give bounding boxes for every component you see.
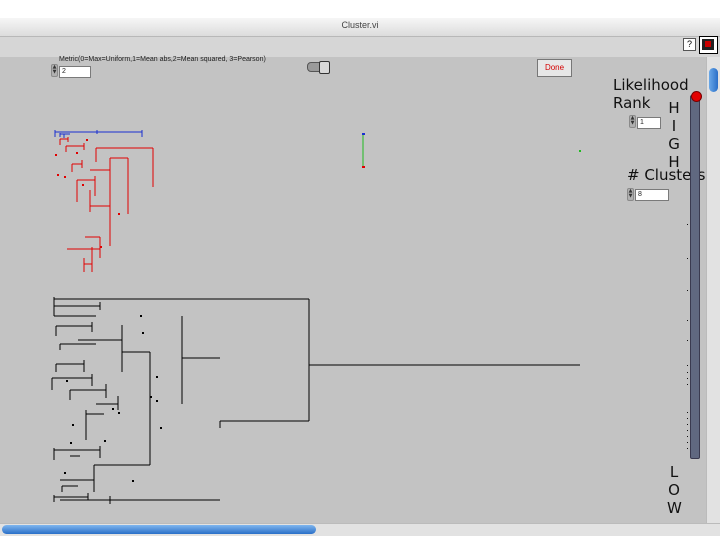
- rank-label: Rank: [613, 94, 651, 112]
- red-cluster: [59, 137, 154, 272]
- help-button[interactable]: ?: [683, 38, 696, 51]
- window-title: Cluster.vi: [341, 20, 379, 30]
- likelihood-label: Likelihood: [613, 76, 689, 94]
- blue-cluster: [54, 130, 143, 138]
- vertical-scrollbar-thumb[interactable]: [709, 68, 718, 92]
- vi-icon-graphic: [702, 39, 714, 50]
- title-bar[interactable]: Cluster.vi: [0, 18, 720, 37]
- toggle-switch[interactable]: [307, 61, 330, 74]
- clusters-label: # Clusters: [627, 166, 706, 184]
- low-letter: O: [668, 481, 680, 499]
- high-letter: G: [668, 135, 680, 153]
- likelihood-spinner[interactable]: ▲ ▼: [629, 115, 636, 128]
- toolbar: [0, 37, 720, 57]
- clusters-spinner[interactable]: ▲ ▼: [627, 188, 634, 201]
- likelihood-rank-input[interactable]: 1: [637, 117, 661, 129]
- vi-icon[interactable]: [699, 36, 718, 54]
- slider-high-label: H I G H: [667, 99, 681, 171]
- vertical-scrollbar[interactable]: [706, 57, 720, 523]
- low-letter: L: [669, 463, 679, 481]
- metric-spinner[interactable]: ▲ ▼: [51, 64, 58, 77]
- low-letter: W: [667, 499, 682, 517]
- front-panel: [0, 57, 720, 523]
- black-dendrogram-points: [64, 315, 162, 482]
- high-letter: H: [668, 99, 680, 117]
- horizontal-scrollbar-thumb[interactable]: [2, 525, 316, 534]
- black-dendrogram: [51, 297, 580, 504]
- resize-corner[interactable]: [708, 524, 719, 535]
- clusters-input[interactable]: 8: [635, 189, 669, 201]
- high-letter: I: [671, 117, 677, 135]
- high-letter: H: [668, 153, 680, 171]
- red-cluster-points: [55, 139, 120, 248]
- slider-low-label: L O W: [667, 463, 682, 517]
- done-button[interactable]: Done: [537, 59, 572, 77]
- likelihood-slider-knob[interactable]: [691, 91, 702, 102]
- metric-label: Metric(0=Max=Uniform,1=Mean abs,2=Mean s…: [59, 56, 266, 63]
- slider-ticks: [687, 224, 688, 449]
- green-marker: [362, 133, 581, 168]
- metric-input[interactable]: 2: [59, 66, 91, 78]
